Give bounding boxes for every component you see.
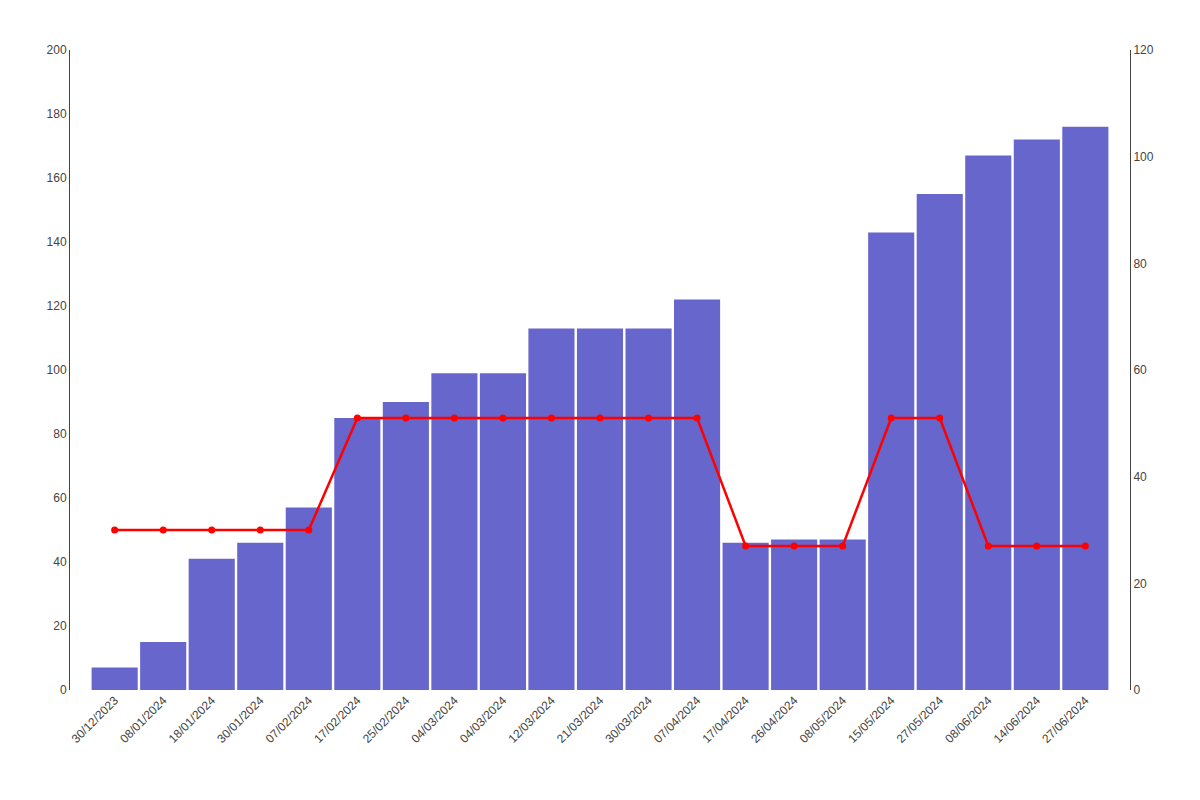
svg-text:14/06/2024: 14/06/2024	[991, 693, 1044, 746]
svg-text:160: 160	[47, 171, 67, 185]
svg-text:21/03/2024: 21/03/2024	[554, 693, 607, 746]
svg-text:40: 40	[53, 555, 67, 569]
svg-text:100: 100	[47, 363, 67, 377]
svg-text:20: 20	[53, 619, 67, 633]
svg-text:12/03/2024: 12/03/2024	[505, 693, 558, 746]
svg-text:80: 80	[1133, 257, 1147, 271]
svg-text:120: 120	[47, 299, 67, 313]
svg-text:15/05/2024: 15/05/2024	[845, 693, 898, 746]
svg-text:18/01/2024: 18/01/2024	[166, 693, 219, 746]
svg-text:30/01/2024: 30/01/2024	[214, 693, 267, 746]
svg-text:200: 200	[47, 43, 67, 57]
svg-text:180: 180	[47, 107, 67, 121]
svg-text:80: 80	[53, 427, 67, 441]
svg-text:60: 60	[1133, 363, 1147, 377]
svg-text:20: 20	[1133, 577, 1147, 591]
svg-text:30/12/2023: 30/12/2023	[69, 693, 122, 746]
svg-text:26/04/2024: 26/04/2024	[748, 693, 801, 746]
svg-text:120: 120	[1133, 43, 1153, 57]
svg-text:04/03/2024: 04/03/2024	[408, 693, 461, 746]
svg-text:40: 40	[1133, 470, 1147, 484]
svg-text:04/03/2024: 04/03/2024	[457, 693, 510, 746]
svg-text:17/04/2024: 17/04/2024	[700, 693, 753, 746]
svg-text:140: 140	[47, 235, 67, 249]
svg-text:27/06/2024: 27/06/2024	[1039, 693, 1092, 746]
svg-text:08/06/2024: 08/06/2024	[942, 693, 995, 746]
svg-text:0: 0	[1133, 683, 1140, 697]
svg-text:07/04/2024: 07/04/2024	[651, 693, 704, 746]
svg-text:27/05/2024: 27/05/2024	[894, 693, 947, 746]
svg-text:08/01/2024: 08/01/2024	[117, 693, 170, 746]
svg-text:25/02/2024: 25/02/2024	[360, 693, 413, 746]
svg-text:07/02/2024: 07/02/2024	[263, 693, 316, 746]
svg-text:60: 60	[53, 491, 67, 505]
svg-text:100: 100	[1133, 150, 1153, 164]
svg-text:30/03/2024: 30/03/2024	[603, 693, 656, 746]
svg-text:08/05/2024: 08/05/2024	[797, 693, 850, 746]
svg-text:17/02/2024: 17/02/2024	[311, 693, 364, 746]
svg-text:0: 0	[60, 683, 67, 697]
